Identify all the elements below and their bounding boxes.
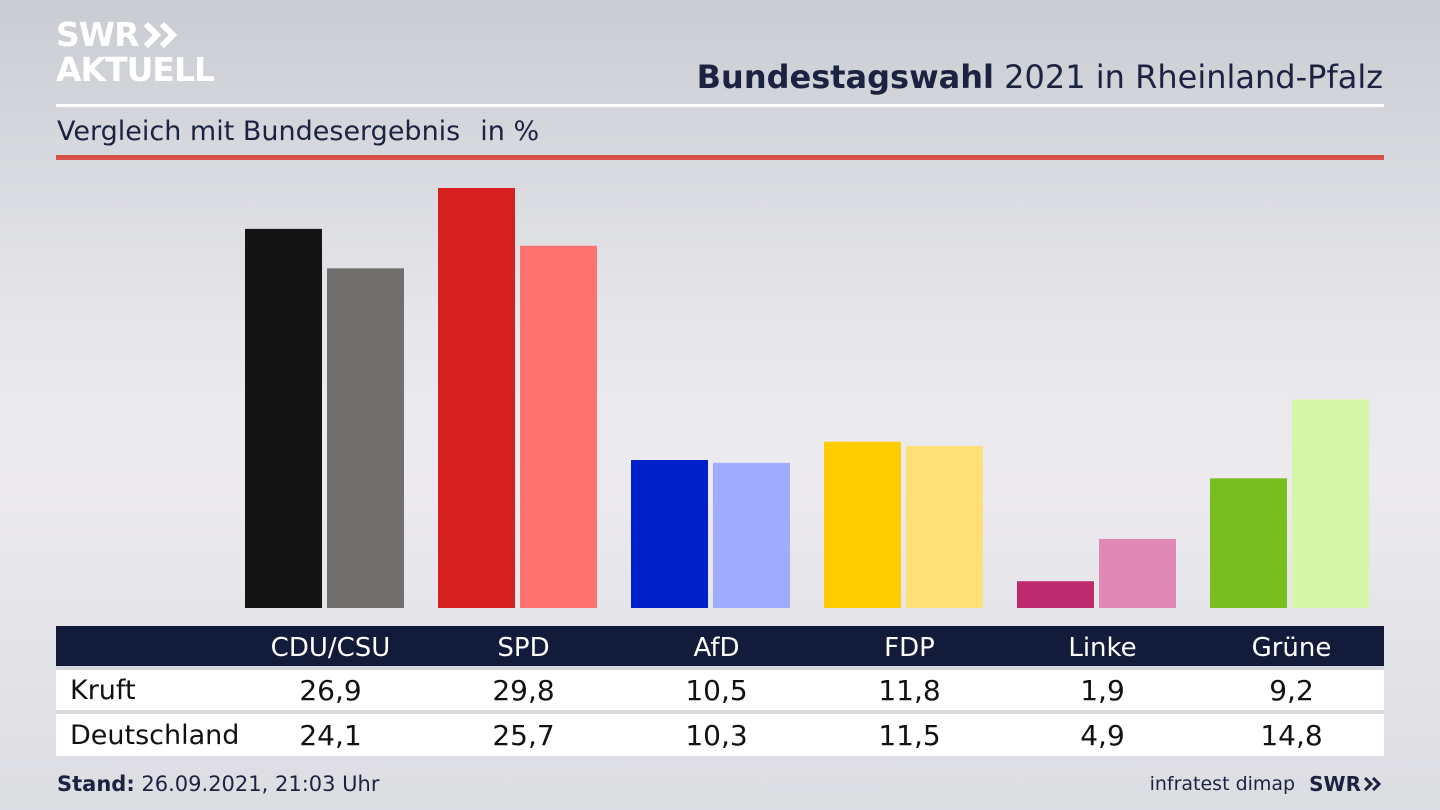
bar-deutschland-fdp: [906, 445, 983, 608]
header-party: CDU/CSU: [270, 633, 391, 663]
bar-kruft-grüne: [1210, 478, 1287, 608]
header-party: Grüne: [1251, 633, 1332, 663]
page-title: Bundestagswahl 2021 in Rheinland-Pfalz: [697, 58, 1383, 96]
source-name: infratest dimap: [1149, 773, 1296, 795]
value-cell: 4,9: [1080, 718, 1125, 752]
row-label: Deutschland: [70, 719, 240, 751]
logo-line2: AKTUELL: [56, 50, 215, 89]
value-cell: 10,3: [685, 718, 748, 752]
value-cell: 29,8: [492, 673, 555, 707]
title-divider: [56, 104, 1384, 107]
bar-deutschland-cdu-csu: [327, 268, 404, 608]
swr-brand-logo: SWR: [1309, 772, 1383, 796]
results-table: CDU/CSU SPD AfD FDP Linke Grüne Kruft 26…: [56, 626, 1384, 756]
table-row: Deutschland 24,1 25,7 10,3 11,5 4,9 14,8: [56, 712, 1384, 756]
value-cell: 11,5: [878, 718, 941, 752]
header-party: FDP: [884, 633, 935, 663]
value-cell: 14,8: [1260, 718, 1323, 752]
value-cell: 26,9: [299, 673, 362, 707]
bar-chart: [245, 188, 1369, 609]
bar-kruft-fdp: [824, 441, 901, 608]
value-cell: 9,2: [1269, 673, 1314, 707]
subtitle-text: Vergleich mit Bundesergebnis: [57, 116, 461, 147]
stand-value: 26.09.2021, 21:03 Uhr: [134, 772, 380, 796]
value-cell: 25,7: [492, 718, 555, 752]
title-bold: Bundestagswahl: [696, 58, 994, 96]
row-label: Kruft: [70, 674, 136, 706]
logo-line1: SWR: [56, 15, 140, 54]
chart-subtitle: Vergleich mit Bundesergebnis in %: [57, 116, 539, 147]
brand-text: SWR: [1309, 772, 1361, 796]
stand-label: Stand:: [57, 772, 135, 796]
bar-deutschland-linke: [1099, 538, 1176, 608]
bar-deutschland-spd: [520, 245, 597, 609]
table-header-row: CDU/CSU SPD AfD FDP Linke Grüne: [56, 626, 1384, 668]
bar-deutschland-afd: [713, 462, 790, 608]
bar-kruft-linke: [1017, 581, 1094, 608]
double-chevron-icon: [143, 21, 177, 48]
swr-aktuell-logo: SWR AKTUELL: [56, 15, 215, 89]
header-party: AfD: [693, 633, 740, 663]
bar-kruft-cdu-csu: [245, 228, 322, 608]
bar-kruft-afd: [631, 460, 708, 608]
bar-deutschland-grüne: [1292, 399, 1369, 608]
header-party: SPD: [497, 633, 550, 663]
header-party: Linke: [1068, 633, 1137, 663]
value-cell: 24,1: [299, 718, 362, 752]
header-corner: [56, 626, 234, 668]
bar-kruft-spd: [438, 188, 515, 608]
table-row: Kruft 26,9 29,8 10,5 11,8 1,9 9,2: [56, 668, 1384, 712]
double-chevron-icon: [1363, 777, 1382, 791]
value-cell: 10,5: [685, 673, 748, 707]
subtitle-divider: [56, 155, 1384, 160]
source-credit: infratest dimap SWR: [1150, 772, 1383, 796]
title-rest: 2021 in Rheinland-Pfalz: [994, 58, 1383, 96]
value-cell: 1,9: [1080, 673, 1125, 707]
value-cell: 11,8: [878, 673, 941, 707]
timestamp: Stand: 26.09.2021, 21:03 Uhr: [57, 772, 380, 796]
subtitle-unit: in %: [480, 116, 540, 147]
